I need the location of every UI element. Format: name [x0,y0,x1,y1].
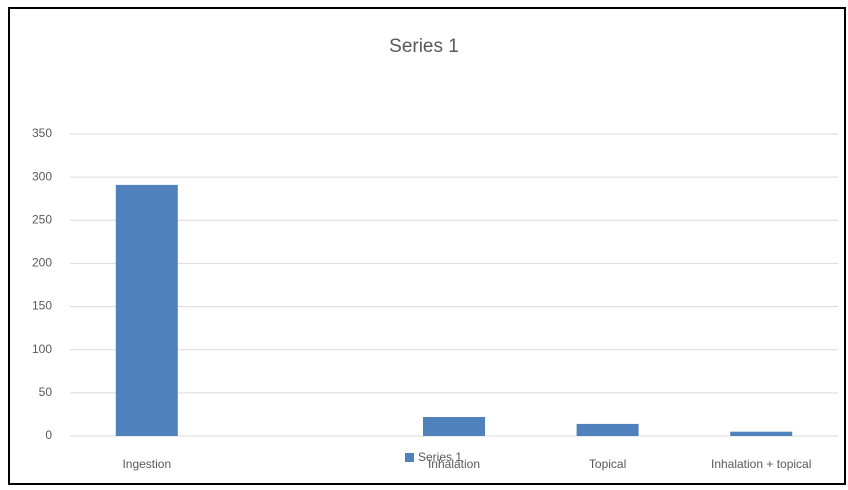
bar [115,184,178,436]
legend-swatch [405,453,414,462]
x-tick-label: Inhalation [428,457,480,471]
legend-label: Series 1 [418,450,462,464]
y-tick-label: 200 [32,256,52,270]
y-tick-label: 350 [32,126,52,140]
y-tick-label: 250 [32,212,52,226]
y-tick-label: 150 [32,299,52,313]
x-tick-label: Ingestion [122,457,171,471]
y-tick-label: 0 [45,428,52,442]
x-tick-label: Inhalation + topical [711,457,811,471]
bar [423,417,485,436]
bar [576,423,639,436]
x-tick-label: Topical [589,457,626,471]
bar [730,431,793,436]
chart-title: Series 1 [389,36,459,57]
y-tick-label: 300 [32,169,52,183]
y-tick-label: 50 [39,385,53,399]
y-tick-label: 100 [32,342,52,356]
